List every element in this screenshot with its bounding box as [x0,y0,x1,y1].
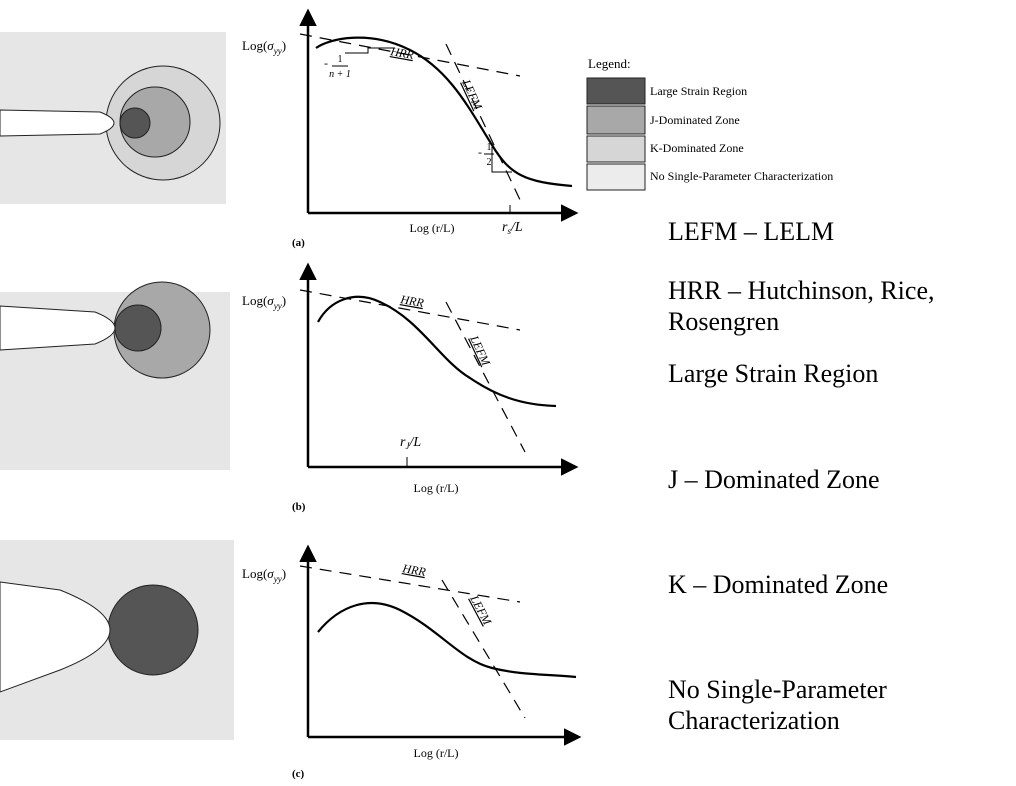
note: Large Strain Region [668,359,878,388]
note: No Single-Parameter [668,675,887,704]
stress-curve [317,601,577,679]
swatch [586,163,646,191]
crack [0,581,111,693]
x-label: Log (r/L) [410,221,455,235]
lefm-line [445,301,526,453]
large-strain [119,107,151,139]
crack [0,305,116,351]
chart-a: Log(σyy) HRR LEFM - 1 n + 1 - 1 2 rs/L L… [242,8,579,249]
crack-c [0,540,234,740]
hrr-line [299,289,521,331]
stress-curve [317,295,557,408]
panel-label: (c) [292,768,305,780]
y-label: Log(σyy) [242,566,286,584]
curve-label: HRR [398,292,425,310]
note: Rosengren [668,307,779,336]
panel-label: (b) [292,501,306,513]
swatch [586,77,646,105]
x-marker: rs/L [502,220,523,236]
curve-label: LEFM [459,76,486,112]
note: J – Dominated Zone [668,465,880,494]
large-strain [114,304,162,352]
slope-sign: - [478,145,482,159]
x-label: Log (r/L) [414,746,459,760]
curve-label: LEFM [467,592,495,628]
notes: LEFM – LELM HRR – Hutchinson, Rice, Rose… [668,217,935,735]
crack-b [0,281,230,470]
slope-numerator: 1 [487,142,492,153]
curve-label: LEFM [467,332,494,368]
slope-denominator: 2 [487,157,492,168]
y-label: Log(σyy) [242,293,286,311]
large-strain [107,584,199,676]
slope-numerator: 1 [338,54,343,65]
swatch [586,105,646,135]
note: Characterization [668,706,840,735]
stress-curve [315,36,573,188]
curve-label: HRR [388,44,415,62]
legend-title: Legend: [588,56,631,71]
slope-sign: - [324,56,328,70]
slope-denominator: n + 1 [329,69,351,80]
note: K – Dominated Zone [668,570,888,599]
crack-a [0,32,226,204]
crack [0,109,115,137]
lefm-line [441,579,526,719]
chart-b: Log(σyy) HRR LEFM rJ/L Log (r/L) (b) [242,262,579,513]
hrr-line [299,565,521,603]
legend-item: No Single-Parameter Characterization [650,169,833,183]
lefm-line [445,43,523,205]
legend: Legend: Large Strain Region J-Dominated … [586,56,833,191]
slope-triangle [345,47,395,54]
hrr-line [299,33,521,77]
x-marker: rJ/L [400,435,421,451]
chart-c: Log(σyy) HRR LEFM Log (r/L) (c) [242,544,582,780]
note: HRR – Hutchinson, Rice, [668,276,935,305]
swatch [586,135,646,163]
y-label: Log(σyy) [242,38,286,56]
legend-item: Large Strain Region [650,84,747,98]
curve-label: HRR [400,561,427,579]
x-label: Log (r/L) [414,481,459,495]
panel-label: (a) [292,237,305,249]
legend-item: J-Dominated Zone [650,113,740,127]
slope-triangle [491,147,512,173]
note: LEFM – LELM [668,217,834,246]
legend-item: K-Dominated Zone [650,141,744,155]
